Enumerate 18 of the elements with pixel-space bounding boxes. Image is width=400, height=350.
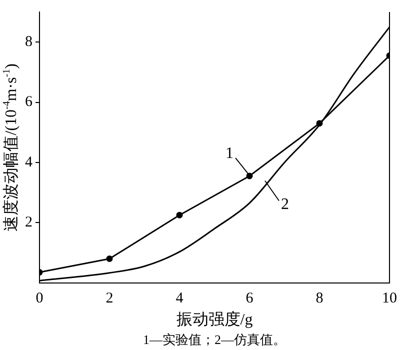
x-tick-label: 10 (382, 290, 397, 307)
point (176, 212, 183, 218)
legend-label: 2 (281, 196, 289, 213)
x-tick-label: 0 (36, 290, 44, 307)
x-axis-title: 振动强度/g (176, 310, 253, 329)
y-tick-label: 6 (25, 94, 33, 110)
y-tick-label: 8 (25, 34, 32, 50)
x-tick-label: 2 (106, 290, 114, 307)
x-tick-label: 8 (316, 290, 324, 307)
x-tick-label: 4 (176, 290, 184, 307)
series-label: 1 (226, 145, 234, 162)
point (316, 120, 323, 127)
point (106, 255, 113, 262)
y-tick-label: 4 (25, 154, 33, 170)
text: 1—实验值；2—仿真值。 (143, 332, 286, 347)
y-axis-title: 速度波动幅值/(10-4m·s-1) (2, 64, 20, 232)
x-tick-label: 6 (246, 290, 254, 307)
y-tick-label: 2 (25, 214, 32, 231)
